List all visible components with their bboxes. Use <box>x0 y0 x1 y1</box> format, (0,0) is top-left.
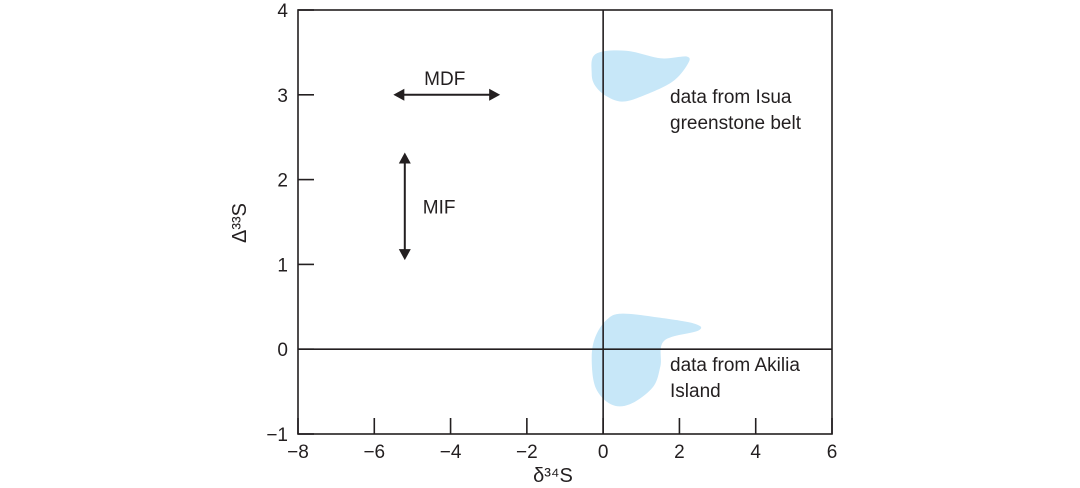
mif-arrowhead <box>398 152 411 164</box>
arrows: MDF MIF <box>393 69 501 261</box>
y-tick-label: 1 <box>277 255 288 276</box>
ticks: −8 −6 −4 −2 0 2 4 6 −1 0 1 2 3 4 <box>266 1 837 463</box>
region-label-2: Island <box>670 381 721 402</box>
x-tick-label: 0 <box>598 442 609 463</box>
mdf-arrowhead <box>489 88 501 101</box>
region-labels: data from Isua greenstone belt data from A… <box>670 87 802 402</box>
y-tick-label: 2 <box>277 171 288 192</box>
x-tick-label: −6 <box>363 442 385 463</box>
x-tick-label: −4 <box>440 442 462 463</box>
data-region-1 <box>591 50 690 102</box>
data-region-2 <box>591 313 702 407</box>
plot-border <box>297 9 833 435</box>
mdf-arrowhead <box>393 88 405 101</box>
reference-lines <box>298 10 832 434</box>
mif-label: MIF <box>423 197 456 218</box>
region-label-2: data from Akilia <box>670 355 800 376</box>
y-axis-label: Δ³³S <box>229 203 251 243</box>
region-label-1: greenstone belt <box>670 113 802 134</box>
x-axis-label: δ³⁴S <box>533 465 573 487</box>
x-tick-label: 4 <box>750 442 761 463</box>
y-tick-label: 0 <box>277 340 288 361</box>
region-label-1: data from Isua <box>670 87 792 108</box>
x-tick-label: −2 <box>516 442 538 463</box>
plot-frame <box>297 9 833 435</box>
regions-layer <box>591 50 702 407</box>
y-tick-label: 3 <box>277 86 288 107</box>
y-tick-label: 4 <box>277 1 288 22</box>
x-tick-label: 6 <box>827 442 838 463</box>
mif-arrowhead <box>398 249 411 261</box>
x-tick-label: −8 <box>287 442 309 463</box>
y-tick-label: −1 <box>266 425 288 446</box>
x-tick-label: 2 <box>674 442 685 463</box>
mdf-label: MDF <box>424 69 465 90</box>
